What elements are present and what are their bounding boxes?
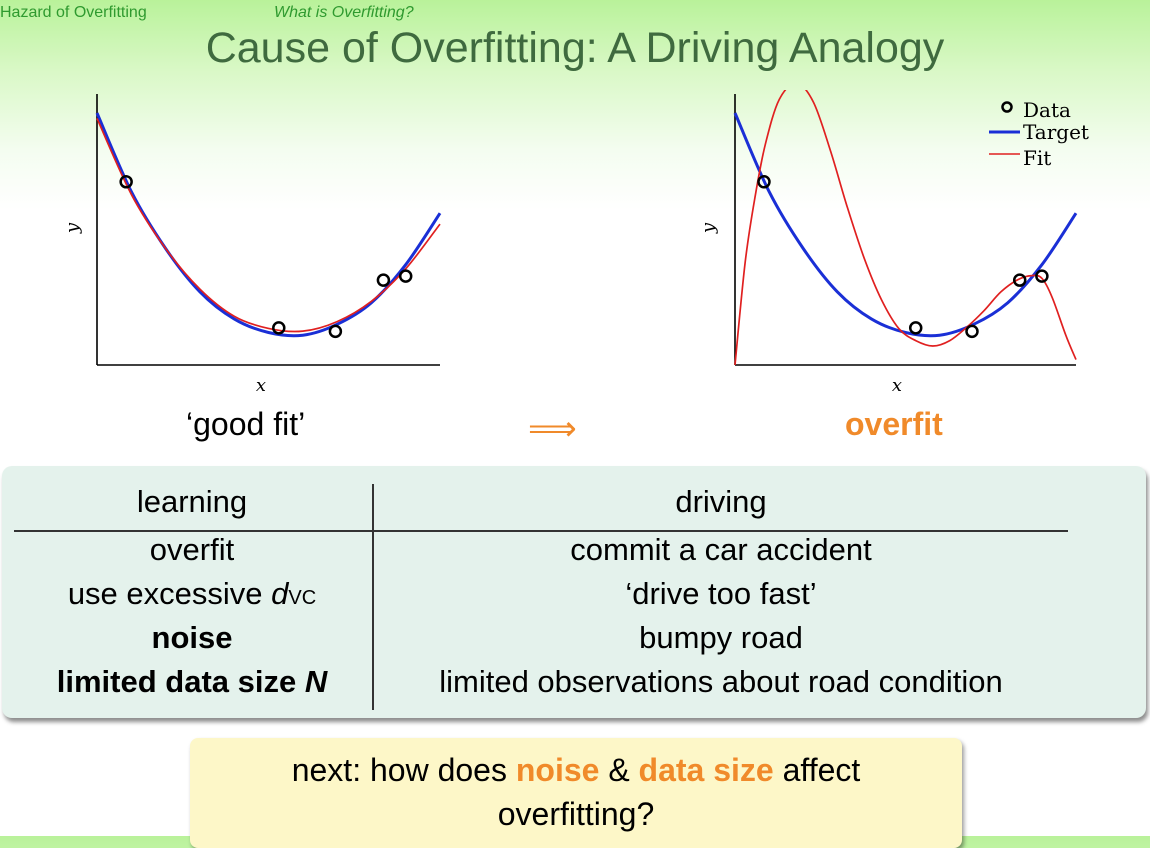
table-header-learning: learning (136, 484, 248, 519)
n-variable: N (304, 664, 328, 699)
data-point (376, 273, 391, 287)
table-cell-learning: noise (151, 620, 233, 655)
fit-curve (734, 90, 1077, 366)
next-noise: noise (515, 752, 600, 788)
legend-data-label: Data (1023, 98, 1071, 122)
y-axis-label: y (698, 222, 719, 234)
page-title: Cause of Overfitting: A Driving Analogy (205, 24, 945, 72)
legend-data-marker (1001, 101, 1013, 113)
cell-text: use excessive (67, 576, 272, 611)
table-cell-learning: use excessive dVC (12, 576, 372, 612)
data-point (398, 269, 413, 283)
breadcrumb-section: Hazard of Overfitting (0, 4, 147, 21)
table-cell-learning: limited data size N (12, 664, 372, 700)
analogy-table: learning driving overfit commit a car ac… (2, 466, 1146, 718)
overfit-caption: overfit (845, 406, 943, 442)
implies-arrow: ⟹ (528, 409, 577, 449)
legend: Data Target Fit (989, 98, 1089, 170)
next-suffix: affect (773, 752, 861, 788)
good-fit-caption: ‘good fit’ (186, 406, 306, 442)
table-cell-learning: overfit (149, 532, 235, 567)
breadcrumb-subsection: What is Overfitting? (274, 4, 414, 21)
legend-fit-label: Fit (1023, 146, 1051, 170)
next-amp: & (599, 752, 639, 788)
data-point (908, 321, 923, 335)
next-line-1: next: how does noise & data size affect (190, 748, 962, 792)
dvc-variable: d (271, 576, 289, 611)
table-cell-driving: bumpy road (639, 620, 803, 655)
overfit-plot: y x Data Target Fit (698, 90, 1089, 396)
data-point (965, 324, 979, 339)
table-column-divider (372, 484, 374, 710)
next-topic-box: next: how does noise & data size affect … (190, 738, 962, 848)
table-cell-driving: ‘drive too fast’ (625, 576, 817, 611)
table-cell-driving: commit a car accident (570, 532, 872, 567)
data-point (1012, 273, 1027, 287)
good-fit-plot: y x (62, 94, 442, 396)
fit-curve (96, 118, 441, 333)
next-data-size: data size (638, 752, 774, 788)
data-point (272, 321, 286, 335)
table-header-driving: driving (675, 484, 767, 519)
table-cell-driving: limited observations about road conditio… (439, 664, 1003, 699)
data-point (1035, 269, 1049, 283)
y-axis-label: y (62, 222, 83, 234)
data-point (119, 175, 133, 189)
cell-text: limited data size (56, 664, 305, 699)
x-axis-label: x (256, 375, 266, 396)
legend-target-label: Target (1023, 120, 1089, 144)
next-prefix: next: how does (291, 752, 516, 788)
data-point (328, 324, 343, 339)
next-line-2: overfitting? (497, 796, 655, 832)
table-header-divider (14, 530, 1068, 532)
x-axis-label: x (892, 375, 902, 396)
data-point (757, 175, 771, 189)
dvc-subscript: VC (288, 587, 317, 609)
